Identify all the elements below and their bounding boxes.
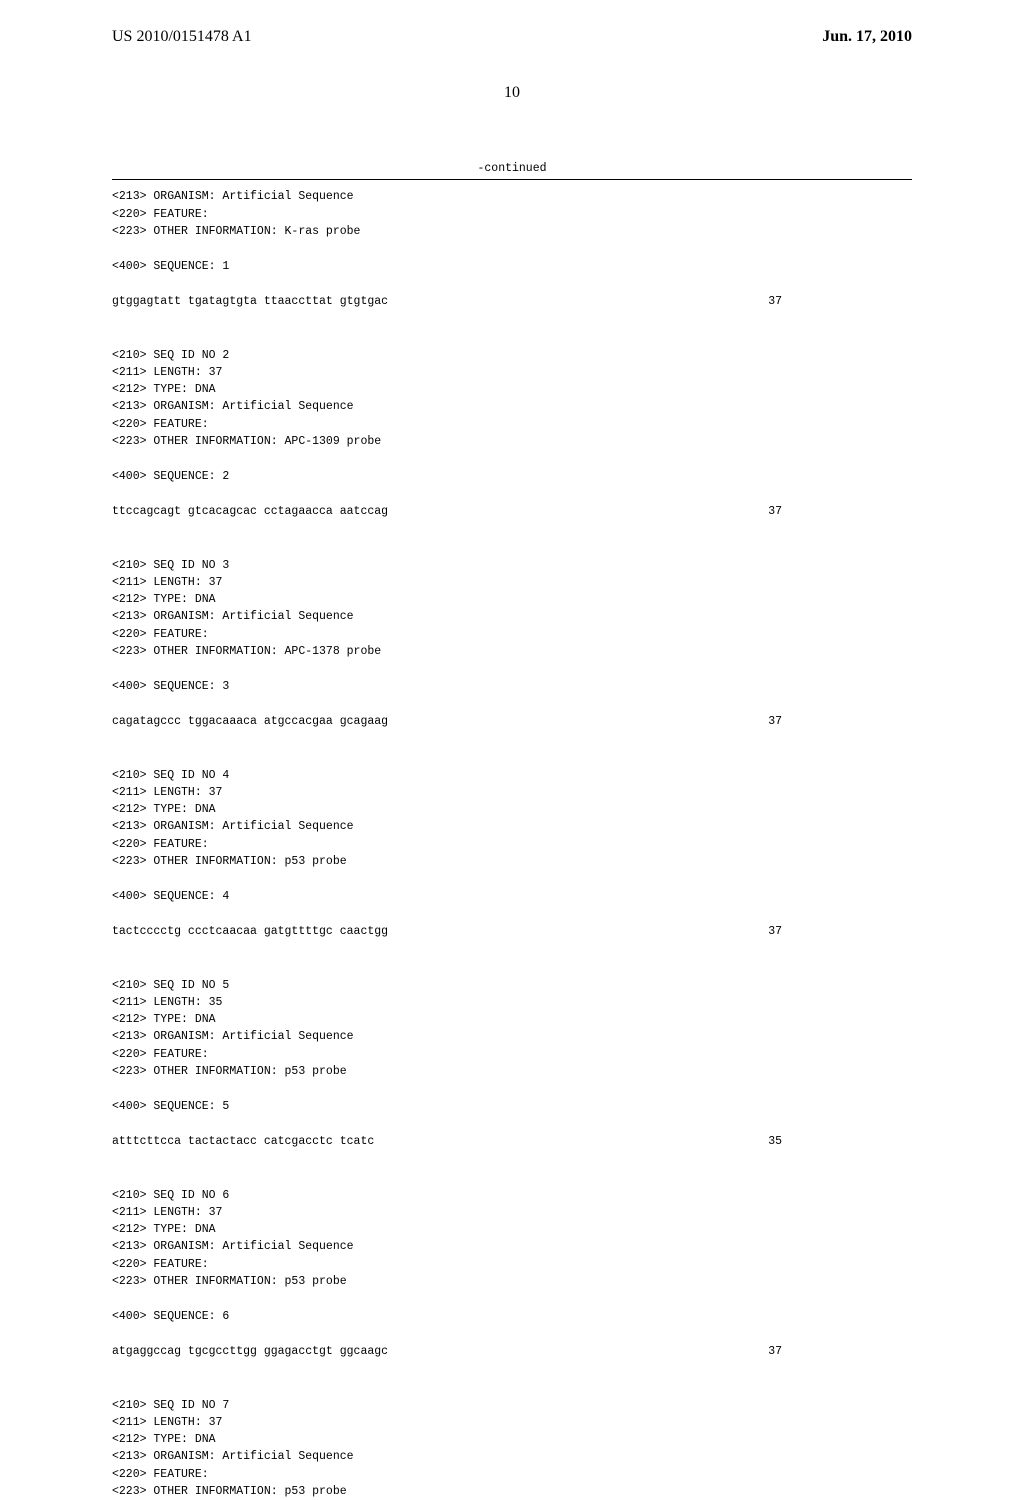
meta-line: <211> LENGTH: 37 [112,364,912,381]
meta-line: <212> TYPE: DNA [112,381,912,398]
sequence-length: 37 [768,713,912,730]
meta-line: <220> FEATURE: [112,206,912,223]
spacer [112,1080,912,1098]
sequence-length: 37 [768,293,912,310]
sequence-length: 37 [768,503,912,520]
continued-label: -continued [112,160,912,177]
sequence-text: gtggagtatt tgatagtgta ttaaccttat gtgtgac [112,293,388,310]
spacer [112,275,912,293]
sequence-row: gtggagtatt tgatagtgta ttaaccttat gtgtgac… [112,293,912,310]
spacer [112,329,912,347]
sequence-row: cagatagccc tggacaaaca atgccacgaa gcagaag… [112,713,912,730]
meta-line: <212> TYPE: DNA [112,1431,912,1448]
sequence-row: atgaggccag tgcgccttgg ggagacctgt ggcaagc… [112,1343,912,1360]
meta-line: <210> SEQ ID NO 7 [112,1397,912,1414]
sequence-row: tactcccctg ccctcaacaa gatgttttgc caactgg… [112,923,912,940]
sequence-label: <400> SEQUENCE: 4 [112,888,912,905]
sequence-label: <400> SEQUENCE: 2 [112,468,912,485]
sequence-label: <400> SEQUENCE: 1 [112,258,912,275]
sequence-text: tactcccctg ccctcaacaa gatgttttgc caactgg [112,923,388,940]
meta-line: <223> OTHER INFORMATION: p53 probe [112,853,912,870]
meta-line: <211> LENGTH: 37 [112,1204,912,1221]
spacer [112,870,912,888]
meta-line: <211> LENGTH: 35 [112,994,912,1011]
spacer [112,731,912,749]
sequence-length: 35 [768,1133,912,1150]
spacer [112,485,912,503]
meta-line: <223> OTHER INFORMATION: p53 probe [112,1273,912,1290]
spacer [112,749,912,767]
spacer [112,539,912,557]
meta-line: <220> FEATURE: [112,1046,912,1063]
spacer [112,905,912,923]
meta-line: <220> FEATURE: [112,416,912,433]
meta-line: <213> ORGANISM: Artificial Sequence [112,188,912,205]
meta-line: <223> OTHER INFORMATION: APC-1309 probe [112,433,912,450]
spacer [112,311,912,329]
meta-line: <223> OTHER INFORMATION: APC-1378 probe [112,643,912,660]
sequence-text: atttcttcca tactactacc catcgacctc tcatc [112,1133,374,1150]
meta-line: <213> ORGANISM: Artificial Sequence [112,1028,912,1045]
meta-line: <220> FEATURE: [112,1466,912,1483]
spacer [112,1169,912,1187]
meta-line: <213> ORGANISM: Artificial Sequence [112,398,912,415]
meta-line: <211> LENGTH: 37 [112,1414,912,1431]
spacer [112,240,912,258]
spacer [112,1379,912,1397]
meta-line: <211> LENGTH: 37 [112,784,912,801]
meta-line: <210> SEQ ID NO 6 [112,1187,912,1204]
spacer [112,941,912,959]
sequence-length: 37 [768,1343,912,1360]
meta-line: <210> SEQ ID NO 4 [112,767,912,784]
page-number: 10 [0,84,1024,102]
spacer [112,1290,912,1308]
meta-line: <210> SEQ ID NO 2 [112,347,912,364]
entries-container: <213> ORGANISM: Artificial Sequence<220>… [112,188,912,1500]
publication-number: US 2010/0151478 A1 [112,28,252,46]
meta-line: <223> OTHER INFORMATION: p53 probe [112,1063,912,1080]
meta-line: <212> TYPE: DNA [112,1011,912,1028]
spacer [112,521,912,539]
spacer [112,959,912,977]
meta-line: <220> FEATURE: [112,1256,912,1273]
spacer [112,660,912,678]
sequence-text: cagatagccc tggacaaaca atgccacgaa gcagaag [112,713,388,730]
sequence-text: atgaggccag tgcgccttgg ggagacctgt ggcaagc [112,1343,388,1360]
sequence-length: 37 [768,923,912,940]
publication-date: Jun. 17, 2010 [822,28,912,46]
meta-line: <212> TYPE: DNA [112,801,912,818]
spacer [112,1325,912,1343]
spacer [112,1361,912,1379]
meta-line: <213> ORGANISM: Artificial Sequence [112,1238,912,1255]
divider-line [112,179,912,180]
meta-line: <223> OTHER INFORMATION: p53 probe [112,1483,912,1500]
meta-line: <213> ORGANISM: Artificial Sequence [112,608,912,625]
meta-line: <220> FEATURE: [112,626,912,643]
sequence-listing-content: -continued <213> ORGANISM: Artificial Se… [0,160,1024,1500]
spacer [112,1151,912,1169]
sequence-label: <400> SEQUENCE: 6 [112,1308,912,1325]
spacer [112,1115,912,1133]
meta-line: <223> OTHER INFORMATION: K-ras probe [112,223,912,240]
spacer [112,695,912,713]
meta-line: <212> TYPE: DNA [112,1221,912,1238]
sequence-label: <400> SEQUENCE: 5 [112,1098,912,1115]
meta-line: <213> ORGANISM: Artificial Sequence [112,818,912,835]
meta-line: <210> SEQ ID NO 5 [112,977,912,994]
meta-line: <212> TYPE: DNA [112,591,912,608]
meta-line: <213> ORGANISM: Artificial Sequence [112,1448,912,1465]
meta-line: <220> FEATURE: [112,836,912,853]
sequence-row: ttccagcagt gtcacagcac cctagaacca aatccag… [112,503,912,520]
sequence-row: atttcttcca tactactacc catcgacctc tcatc 35 [112,1133,912,1150]
meta-line: <211> LENGTH: 37 [112,574,912,591]
sequence-text: ttccagcagt gtcacagcac cctagaacca aatccag [112,503,388,520]
meta-line: <210> SEQ ID NO 3 [112,557,912,574]
spacer [112,450,912,468]
sequence-label: <400> SEQUENCE: 3 [112,678,912,695]
